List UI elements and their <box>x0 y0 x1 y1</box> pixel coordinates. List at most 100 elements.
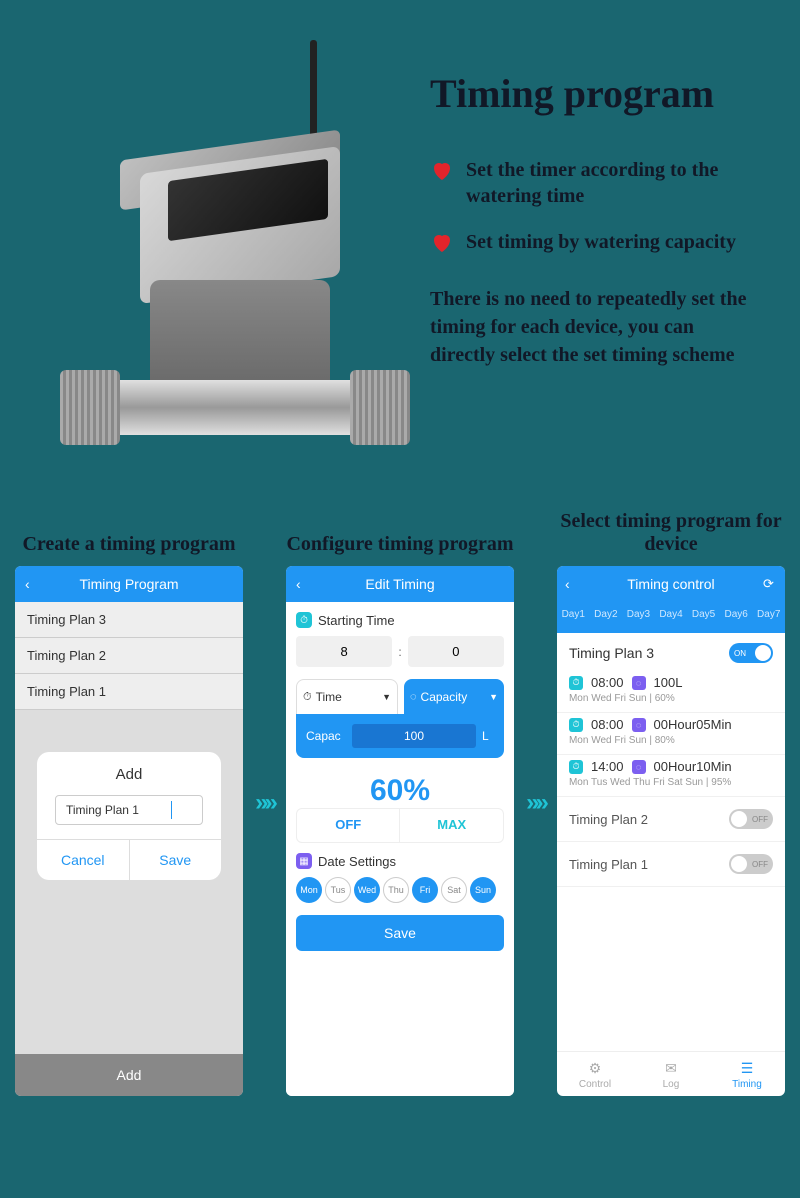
phone-3-body: Timing Plan 3 ON ⏱ 08:00 ◌ 100L Mon Wed … <box>557 633 785 1051</box>
menu-icon: ☰ <box>709 1060 785 1077</box>
hero-text: Timing program Set the timer according t… <box>400 20 780 490</box>
plan-name-input[interactable]: Timing Plan 1 <box>55 795 203 825</box>
schedule-sub: Mon Tus Wed Thu Fri Sat Sun | 95% <box>569 777 773 788</box>
day-tab[interactable]: Day1 <box>558 604 589 625</box>
schedule-time: 14:00 <box>591 759 624 774</box>
modal-title: Add <box>37 752 221 791</box>
plan-1-name: Timing Plan 1 <box>569 857 648 872</box>
day-tab[interactable]: Day2 <box>591 604 622 625</box>
starting-time-label: ⏱ Starting Time <box>296 612 504 628</box>
day-tab[interactable]: Day3 <box>623 604 654 625</box>
max-button[interactable]: MAX <box>400 809 503 842</box>
arrow-icon: »» <box>526 789 545 817</box>
day-tab[interactable]: Day5 <box>688 604 719 625</box>
clock-icon: ⏱ <box>569 718 583 732</box>
nav-control-label: Control <box>579 1079 611 1090</box>
nav-timing[interactable]: ☰ Timing <box>709 1052 785 1096</box>
list-item[interactable]: Timing Plan 2 <box>15 638 243 674</box>
tab-time-label: Time <box>316 690 342 704</box>
tab-time[interactable]: ⏱ Time ▼ <box>296 679 398 714</box>
add-button[interactable]: Add <box>15 1054 243 1096</box>
list-item[interactable]: Timing Plan 3 <box>15 602 243 638</box>
step-2-label: Configure timing program <box>286 510 514 556</box>
hero-description: There is no need to repeatedly set the t… <box>430 285 760 369</box>
phone-2: ‹ Edit Timing ⏱ Starting Time 8 : 0 ⏱ T <box>286 566 514 1096</box>
capacity-panel: Capac 100 L <box>296 714 504 758</box>
schedule-row[interactable]: ⏱ 08:00 ◌ 00Hour05Min Mon Wed Fri Sun | … <box>557 713 785 755</box>
schedule-sub: Mon Wed Fri Sun | 60% <box>569 693 773 704</box>
phone-1: ‹ Timing Program Timing Plan 3 Timing Pl… <box>15 566 243 1096</box>
schedule-row[interactable]: ⏱ 08:00 ◌ 100L Mon Wed Fri Sun | 60% <box>557 671 785 713</box>
nav-timing-label: Timing <box>732 1079 762 1090</box>
cancel-button[interactable]: Cancel <box>37 840 130 880</box>
mail-icon: ✉ <box>633 1060 709 1077</box>
step-3-label: Select timing program for device <box>557 510 785 556</box>
back-icon[interactable]: ‹ <box>565 576 579 592</box>
plan-1-toggle[interactable]: OFF <box>729 854 773 874</box>
toggle-off-label: OFF <box>747 860 773 869</box>
plan-2-name: Timing Plan 2 <box>569 812 648 827</box>
day-sat[interactable]: Sat <box>441 877 467 903</box>
nav-log[interactable]: ✉ Log <box>633 1052 709 1096</box>
plan-1-row[interactable]: Timing Plan 1 OFF <box>557 842 785 887</box>
back-icon[interactable]: ‹ <box>25 576 41 592</box>
day-tabs: Day1 Day2 Day3 Day4 Day5 Day6 Day7 <box>557 602 785 633</box>
list-item[interactable]: Timing Plan 1 <box>15 674 243 710</box>
clock-icon: ⏱ <box>303 691 312 704</box>
phone-1-header: ‹ Timing Program <box>15 566 243 602</box>
day-fri[interactable]: Fri <box>412 877 438 903</box>
schedule-sub: Mon Wed Fri Sun | 80% <box>569 735 773 746</box>
schedule-row[interactable]: ⏱ 14:00 ◌ 00Hour10Min Mon Tus Wed Thu Fr… <box>557 755 785 797</box>
heart-icon <box>430 159 454 183</box>
percent-value: 60% <box>296 768 504 808</box>
refresh-icon[interactable]: ⟳ <box>763 576 777 592</box>
schedule-time: 08:00 <box>591 717 624 732</box>
capacity-input[interactable]: 100 <box>352 724 476 748</box>
day-tue[interactable]: Tus <box>325 877 351 903</box>
phone-3: ‹ Timing control ⟳ Day1 Day2 Day3 Day4 D… <box>557 566 785 1096</box>
day-thu[interactable]: Thu <box>383 877 409 903</box>
drop-icon: ◌ <box>410 691 417 703</box>
drop-icon: ◌ <box>632 760 646 774</box>
bullet-2-text: Set timing by watering capacity <box>466 229 736 255</box>
plan-3-header: Timing Plan 3 ON <box>557 633 785 671</box>
plan-2-toggle[interactable]: OFF <box>729 809 773 829</box>
time-colon: : <box>398 636 401 667</box>
off-label: OFF <box>297 817 400 832</box>
back-icon[interactable]: ‹ <box>296 576 312 592</box>
phone-2-body: ⏱ Starting Time 8 : 0 ⏱ Time ▼ ◌ <box>286 602 514 1096</box>
minute-input[interactable]: 0 <box>408 636 504 667</box>
hour-input[interactable]: 8 <box>296 636 392 667</box>
plan-2-row[interactable]: Timing Plan 2 OFF <box>557 797 785 842</box>
day-mon[interactable]: Mon <box>296 877 322 903</box>
save-button[interactable]: Save <box>296 915 504 951</box>
clock-icon: ⏱ <box>569 676 583 690</box>
schedule-value: 00Hour10Min <box>654 759 732 774</box>
hero-section: Timing program Set the timer according t… <box>0 0 800 490</box>
toggle-off-label: OFF <box>747 815 773 824</box>
starting-time-text: Starting Time <box>318 613 395 628</box>
device-photo <box>20 20 400 490</box>
phone-2-title: Edit Timing <box>312 576 488 592</box>
day-wed[interactable]: Wed <box>354 877 380 903</box>
nav-log-label: Log <box>663 1079 680 1090</box>
day-sun[interactable]: Sun <box>470 877 496 903</box>
day-tab[interactable]: Day4 <box>656 604 687 625</box>
day-tab[interactable]: Day6 <box>721 604 752 625</box>
drop-icon: ◌ <box>632 718 646 732</box>
percent-controls: OFF MAX <box>296 808 504 843</box>
day-tab[interactable]: Day7 <box>753 604 784 625</box>
tab-capacity[interactable]: ◌ Capacity ▼ <box>404 679 504 714</box>
day-selector: Mon Tus Wed Thu Fri Sat Sun <box>296 877 504 903</box>
phone-3-title: Timing control <box>579 576 763 592</box>
bullet-1: Set the timer according to the watering … <box>430 157 760 209</box>
plan-3-toggle[interactable]: ON <box>729 643 773 663</box>
max-label: MAX <box>400 817 503 832</box>
date-settings-label: ▦ Date Settings <box>296 853 504 869</box>
off-button[interactable]: OFF <box>297 809 401 842</box>
nav-control[interactable]: ⚙ Control <box>557 1052 633 1096</box>
drop-icon: ◌ <box>632 676 646 690</box>
bullet-1-text: Set the timer according to the watering … <box>466 157 760 209</box>
save-button[interactable]: Save <box>130 840 222 880</box>
arrow-icon: »» <box>255 789 274 817</box>
